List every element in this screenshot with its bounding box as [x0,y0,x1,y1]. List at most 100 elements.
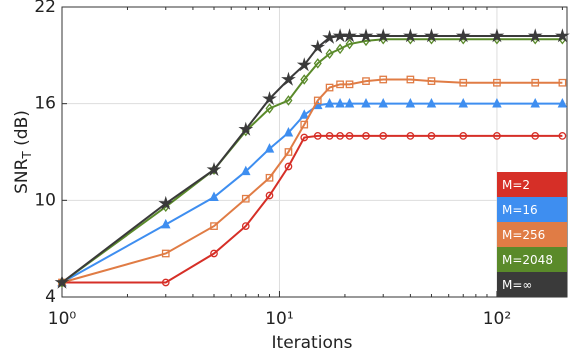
marker [241,194,250,203]
marker [492,98,502,108]
marker [424,28,439,43]
y-tick-label: 10 [34,190,56,210]
marker [209,191,219,201]
marker [527,28,543,43]
marker [322,29,337,44]
marker [458,98,468,108]
legend-label: M=∞ [502,278,532,292]
y-label-sub: T [20,151,34,160]
marker [375,28,391,43]
y-label-main: SNR [12,158,32,194]
marker [262,91,277,106]
legend-swatch [497,197,567,222]
marker [161,218,171,229]
marker [54,274,70,289]
marker [210,249,218,258]
marker [558,132,567,140]
marker [362,77,370,85]
marker [300,74,309,85]
legend-swatch [497,172,567,197]
marker [241,222,250,230]
marker [362,132,370,140]
marker [325,132,334,140]
marker [284,162,293,171]
marker [555,28,570,43]
marker [361,98,371,108]
marker [210,222,218,230]
marker [325,83,334,92]
marker [300,120,309,129]
legend-swatch [497,247,567,272]
marker [300,133,309,142]
marker [493,78,501,87]
marker [358,28,374,43]
marker [264,143,275,153]
marker [426,98,437,108]
marker [313,96,322,105]
marker [406,75,415,84]
plot-area [62,7,567,297]
y-tick-label: 22 [34,0,56,17]
marker [459,78,468,87]
marker [379,75,388,84]
marker [558,78,567,87]
marker [493,132,501,140]
marker [241,165,251,176]
marker [531,78,540,87]
marker [324,98,335,108]
marker [557,98,568,108]
legend-swatch [497,222,567,247]
marker [489,28,505,43]
marker [379,132,388,140]
marker [284,95,293,106]
marker [313,58,322,69]
marker [335,98,345,108]
x-tick-label: 10² [483,309,511,329]
marker [406,132,415,140]
series-line [62,134,563,284]
x-tick-label: 10¹ [265,309,293,329]
marker [427,77,436,85]
legend-label: M=16 [502,203,538,217]
marker [265,103,274,114]
marker [310,39,326,54]
marker [158,195,174,210]
marker [336,132,344,140]
marker [405,98,416,108]
marker [531,132,540,140]
x-axis-label: Iterations [272,333,353,353]
marker [403,28,418,43]
marker [345,132,354,140]
marker [336,80,344,89]
marker [313,132,322,140]
marker [459,132,468,140]
plot-frame [61,6,568,298]
marker [238,121,254,136]
marker [161,249,170,258]
marker [336,43,345,55]
y-tick-label: 16 [34,94,56,114]
legend-swatch [497,272,567,297]
marker [345,38,354,50]
marker [281,71,296,86]
marker [344,98,355,108]
marker [265,191,274,200]
marker [283,127,294,137]
y-axis-label: SNRT (dB) [12,110,34,194]
marker [455,28,471,43]
marker [342,28,357,43]
marker [299,109,309,119]
legend-label: M=2048 [502,253,553,267]
legend-label: M=2 [502,178,530,192]
marker [530,98,540,108]
y-tick-label: 4 [45,287,56,307]
legend-label: M=256 [502,228,545,242]
marker [265,173,274,182]
marker [161,278,170,287]
series-line [61,78,563,284]
marker [296,57,312,72]
marker [325,48,334,59]
x-tick-label: 10⁰ [48,309,77,329]
marker [345,80,354,89]
